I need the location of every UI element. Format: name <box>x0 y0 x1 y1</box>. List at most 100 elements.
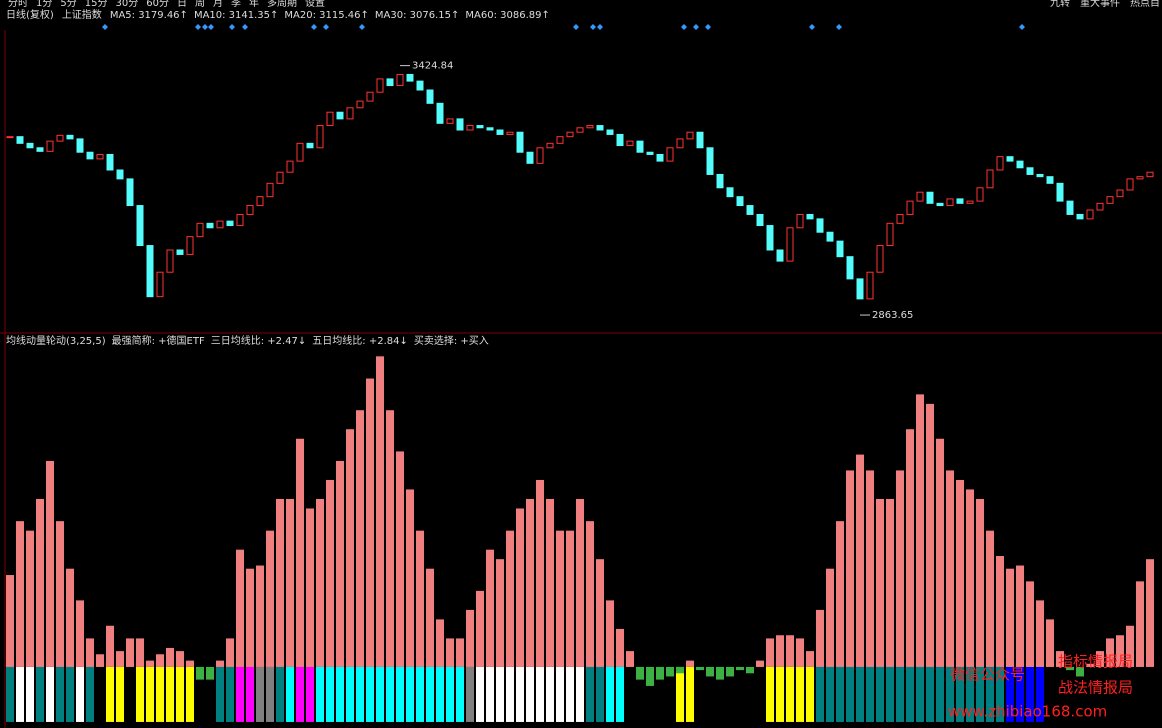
toolbar-tab[interactable]: 重大事件 <box>1080 0 1120 9</box>
bar <box>336 460 344 667</box>
bar <box>76 600 84 667</box>
state-strip <box>646 666 654 722</box>
candle <box>86 151 94 160</box>
candle <box>546 142 554 149</box>
watermark: 指标情报局 <box>1058 653 1133 671</box>
candle <box>416 80 424 91</box>
bar <box>116 651 124 667</box>
toolbar-tab[interactable]: 月 <box>213 0 223 9</box>
candle <box>56 134 64 142</box>
state-strip <box>36 666 44 722</box>
toolbar-tab[interactable]: 5分 <box>60 0 76 9</box>
state-strip <box>466 666 474 722</box>
candle <box>106 153 114 171</box>
candle <box>576 127 584 133</box>
bar <box>666 666 674 677</box>
info-period: 日线(复权) <box>6 8 54 21</box>
candle <box>526 151 534 164</box>
state-strip <box>476 666 484 722</box>
candle <box>706 147 714 175</box>
toolbar-tab[interactable]: 1分 <box>36 0 52 9</box>
candle <box>496 129 504 135</box>
state-strip <box>656 666 664 722</box>
state-strip <box>1106 666 1114 722</box>
bar <box>896 470 904 667</box>
bar <box>126 638 134 667</box>
toolbar-tab[interactable]: 季 <box>231 0 241 9</box>
state-strip <box>976 666 984 722</box>
state-strip <box>856 666 864 722</box>
toolbar-tab[interactable]: 设置 <box>305 0 325 9</box>
candle <box>386 78 394 87</box>
state-strip <box>156 666 164 722</box>
candle <box>766 225 774 251</box>
state-strip <box>596 666 604 722</box>
bar <box>696 666 704 671</box>
state-strip <box>206 666 214 722</box>
toolbar-tab[interactable]: 年 <box>249 0 259 9</box>
candle <box>126 178 134 207</box>
candle <box>986 169 994 189</box>
toolbar-tab[interactable]: 60分 <box>146 0 169 9</box>
state-strip <box>136 666 144 722</box>
bar <box>1006 568 1014 667</box>
bar <box>1146 559 1154 667</box>
state-strip <box>226 666 234 722</box>
state-strip <box>726 666 734 722</box>
bar <box>1066 666 1074 671</box>
candle <box>856 278 864 300</box>
candle <box>796 213 804 229</box>
candle <box>656 153 664 162</box>
candle <box>786 227 794 262</box>
toolbar-tab[interactable]: 多周期 <box>267 0 297 9</box>
candle <box>746 205 754 215</box>
state-strip <box>196 666 204 722</box>
bar <box>566 530 574 667</box>
state-strip <box>436 666 444 722</box>
candle <box>1046 176 1054 184</box>
toolbar-tab[interactable]: 热点目 <box>1130 0 1160 9</box>
state-strip <box>1126 666 1134 722</box>
bar <box>616 628 624 667</box>
toolbar-tab[interactable]: 日 <box>177 0 187 9</box>
bar <box>486 549 494 667</box>
bar <box>796 638 804 667</box>
bar <box>736 666 744 671</box>
candle <box>276 171 284 184</box>
bar <box>1046 619 1054 667</box>
candle <box>1066 200 1074 215</box>
bar <box>946 470 954 667</box>
toolbar-tab[interactable]: 15分 <box>85 0 108 9</box>
candle <box>426 89 434 104</box>
toolbar-tab[interactable]: 分时 <box>8 0 28 9</box>
candle <box>936 202 944 207</box>
candle <box>166 249 174 273</box>
bar <box>286 498 294 667</box>
candle <box>626 140 634 147</box>
candle <box>306 142 314 149</box>
annotation: 2863.65 <box>872 310 913 321</box>
bar <box>306 508 314 667</box>
bar <box>546 498 554 667</box>
ma-label: MA20: 3115.46↑ <box>284 10 368 21</box>
state-strip <box>396 666 404 722</box>
bar <box>836 521 844 667</box>
toolbar-tab[interactable]: 30分 <box>115 0 138 9</box>
bar <box>316 498 324 667</box>
candle <box>266 182 274 198</box>
bar <box>876 498 884 667</box>
candle <box>616 133 624 147</box>
bar <box>356 410 364 667</box>
bar <box>786 635 794 667</box>
candle <box>146 245 154 298</box>
candle <box>1086 209 1094 220</box>
bar <box>966 489 974 667</box>
bar <box>976 498 984 667</box>
toolbar-tab[interactable]: 周 <box>195 0 205 9</box>
state-strip <box>176 666 184 722</box>
toolbar-tab[interactable]: 九转 <box>1050 0 1070 9</box>
bar <box>426 568 434 667</box>
bar <box>1136 581 1144 667</box>
candle <box>256 196 264 207</box>
state-strip <box>946 666 954 722</box>
